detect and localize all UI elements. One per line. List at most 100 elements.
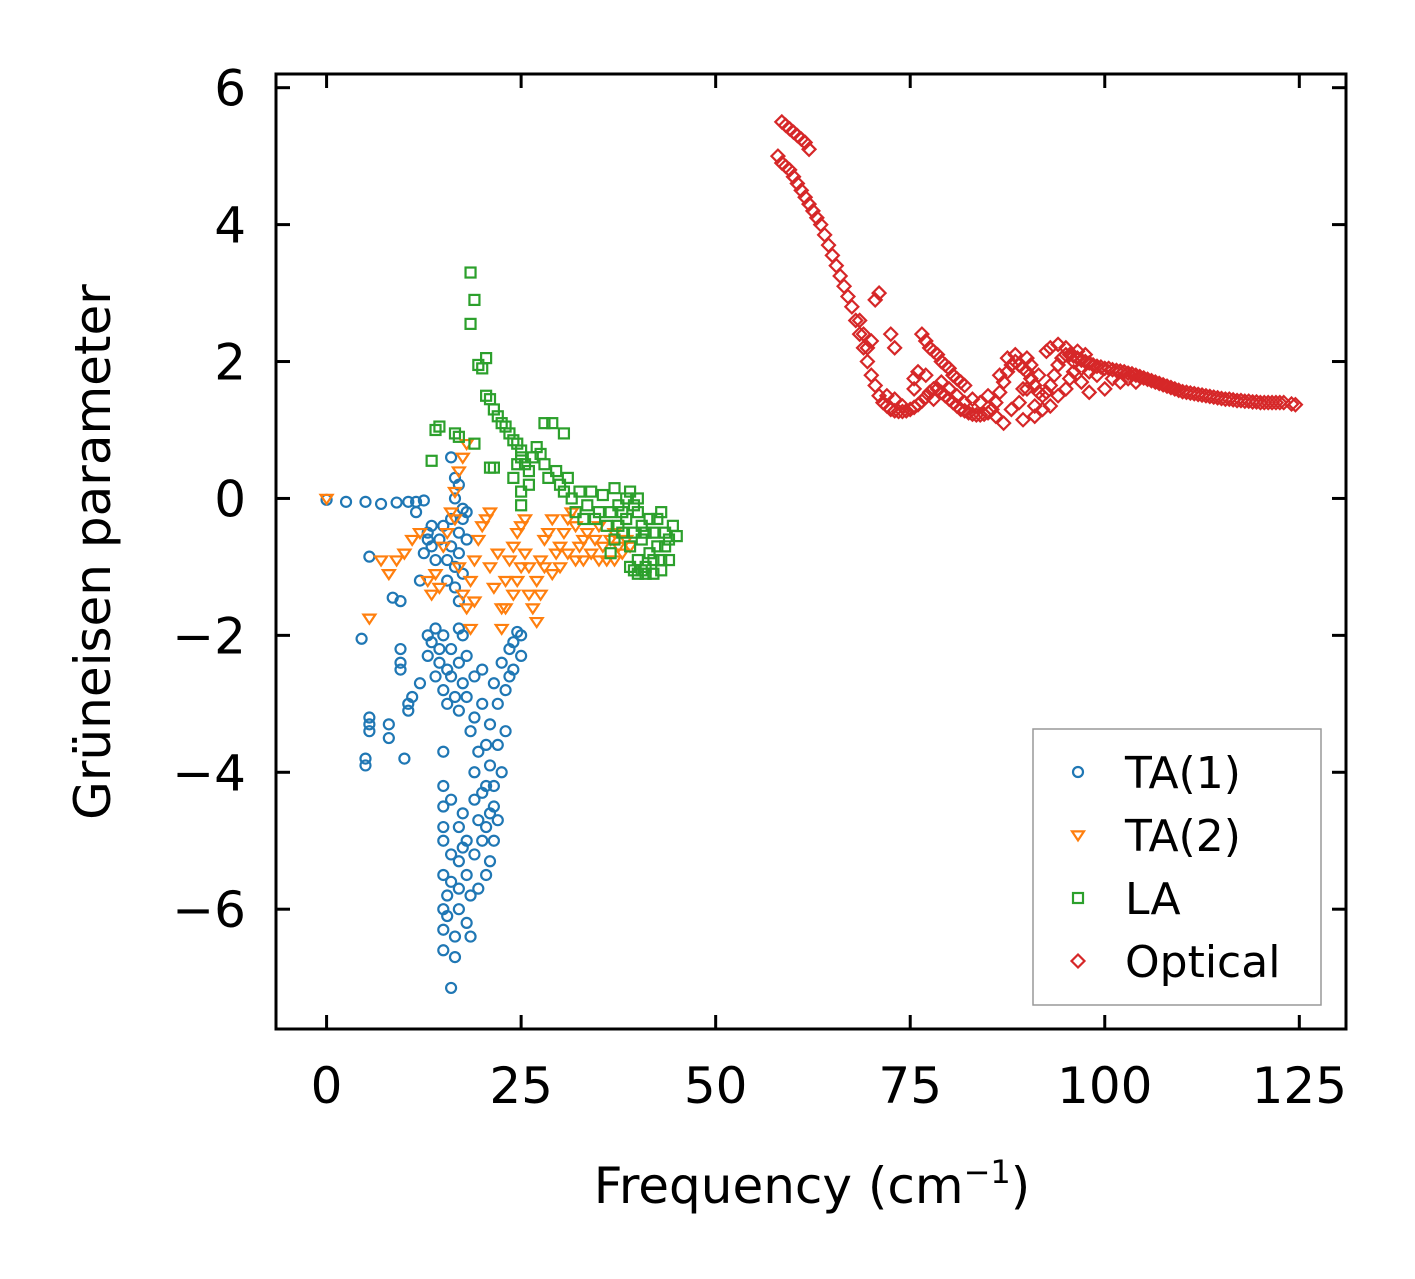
data-point xyxy=(635,519,648,532)
data-point xyxy=(991,384,1008,401)
data-point xyxy=(468,670,481,683)
data-point xyxy=(583,548,600,561)
data-point xyxy=(388,555,405,568)
data-point xyxy=(433,420,446,433)
data-point xyxy=(567,521,584,534)
data-point xyxy=(464,317,477,330)
data-point xyxy=(495,656,508,669)
data-point xyxy=(480,352,493,365)
data-point xyxy=(639,526,652,539)
data-point xyxy=(785,168,802,185)
data-point xyxy=(444,512,458,526)
data-point xyxy=(1038,343,1055,360)
data-point xyxy=(425,540,438,553)
data-point xyxy=(979,404,997,421)
data-point xyxy=(662,533,676,546)
data-point xyxy=(781,161,798,178)
data-point xyxy=(906,380,923,397)
data-point xyxy=(421,649,434,662)
data-point xyxy=(616,526,629,539)
data-point xyxy=(1057,380,1074,397)
data-point xyxy=(655,506,668,519)
data-point xyxy=(439,527,456,541)
data-point xyxy=(444,981,458,995)
data-point xyxy=(489,548,506,561)
data-point xyxy=(643,547,656,560)
data-point xyxy=(658,526,672,539)
data-point xyxy=(627,499,641,512)
data-point xyxy=(859,353,876,370)
data-point xyxy=(456,677,469,690)
data-point xyxy=(921,384,938,401)
data-point xyxy=(462,623,479,636)
data-point xyxy=(1034,401,1051,418)
data-point xyxy=(481,507,499,520)
data-point xyxy=(444,793,458,806)
data-point xyxy=(602,534,619,547)
data-point xyxy=(499,725,512,738)
data-point xyxy=(797,134,814,151)
data-point xyxy=(464,889,477,902)
data-point xyxy=(437,868,450,882)
data-point xyxy=(1088,367,1106,384)
data-point xyxy=(487,403,500,416)
data-point xyxy=(374,497,388,511)
data-point xyxy=(363,718,376,731)
data-point xyxy=(999,350,1016,367)
legend-label: TA(2) xyxy=(1124,811,1241,862)
data-point xyxy=(491,410,504,423)
data-point xyxy=(444,670,458,683)
data-point xyxy=(437,834,450,847)
data-point xyxy=(808,209,825,226)
data-point xyxy=(631,567,644,580)
data-point xyxy=(468,711,481,724)
data-point xyxy=(647,526,660,539)
data-point xyxy=(448,427,462,440)
data-point xyxy=(542,471,555,485)
data-point xyxy=(655,564,668,577)
data-point xyxy=(1022,356,1039,374)
x-tick-label: 25 xyxy=(489,1057,553,1115)
data-point xyxy=(464,266,477,279)
data-point xyxy=(429,622,442,635)
data-point xyxy=(507,471,520,485)
data-point xyxy=(446,486,464,499)
data-point xyxy=(1162,379,1179,396)
data-point xyxy=(509,527,526,541)
data-point xyxy=(964,391,981,408)
data-point xyxy=(530,441,543,454)
data-point xyxy=(503,427,516,440)
data-point xyxy=(643,512,656,526)
data-point xyxy=(452,656,465,669)
data-point xyxy=(941,380,958,397)
data-point xyxy=(441,909,454,923)
series-optical xyxy=(769,113,1304,432)
data-point xyxy=(423,589,440,602)
data-point xyxy=(1096,380,1113,397)
data-point xyxy=(1050,387,1067,404)
data-point xyxy=(404,534,421,547)
data-point xyxy=(390,496,403,509)
data-point xyxy=(1131,368,1148,385)
data-point xyxy=(448,560,462,574)
data-point xyxy=(372,555,390,568)
data-point xyxy=(427,569,444,582)
y-tick-label: −4 xyxy=(172,744,246,802)
x-tick-label: 0 xyxy=(311,1057,343,1115)
data-point xyxy=(987,408,1004,425)
data-point xyxy=(441,697,454,710)
data-point xyxy=(647,567,660,580)
data-point xyxy=(886,339,903,356)
data-point xyxy=(507,636,520,649)
data-point xyxy=(851,312,868,329)
data-point xyxy=(565,492,578,505)
data-point xyxy=(406,690,419,704)
data-point xyxy=(581,499,594,512)
data-point xyxy=(513,562,530,575)
data-point xyxy=(448,581,462,594)
data-point xyxy=(557,485,571,498)
data-point xyxy=(620,492,633,505)
data-point xyxy=(1120,370,1137,387)
data-point xyxy=(468,793,481,806)
data-point xyxy=(544,569,561,582)
